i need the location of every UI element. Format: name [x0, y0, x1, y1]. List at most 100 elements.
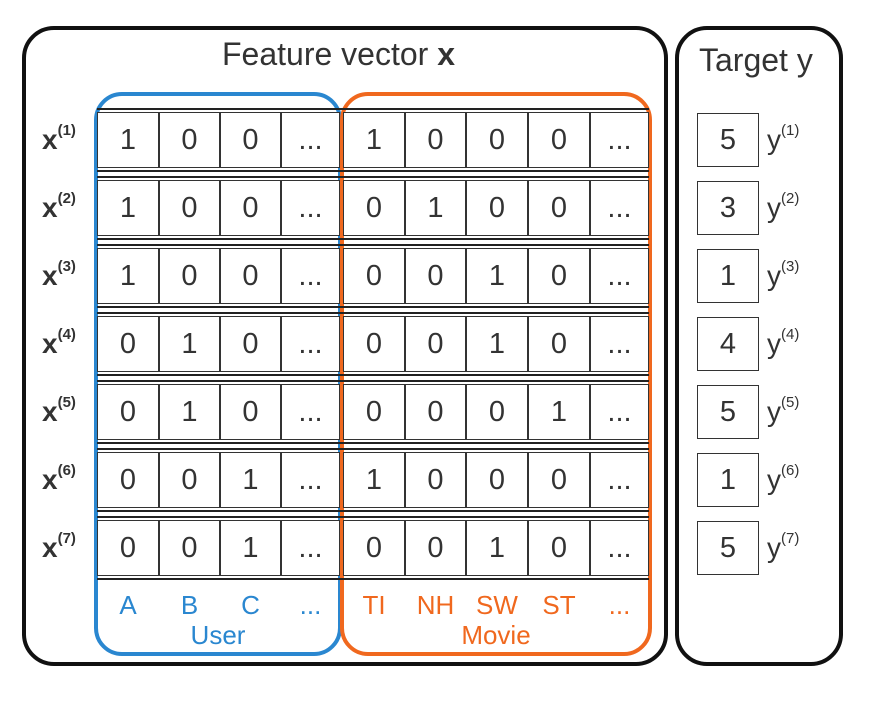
target-label-index: (4): [781, 325, 800, 343]
movie-cell: ...: [590, 316, 649, 372]
row-label-base: x: [42, 124, 58, 155]
row-label-index: (3): [57, 257, 76, 275]
target-label-base: y: [767, 260, 781, 291]
user-cell: ...: [281, 180, 340, 236]
movie-cell: ...: [590, 112, 649, 168]
user-column-label: A: [119, 590, 137, 620]
target-label: y(5): [767, 393, 800, 428]
user-cell: 0: [220, 180, 281, 236]
row-separator: [97, 448, 649, 450]
movie-cell: 0: [528, 112, 590, 168]
target-label-index: (2): [781, 189, 800, 207]
user-cell: ...: [281, 384, 340, 440]
row-label: x(7): [42, 529, 76, 564]
movie-cell: 0: [343, 520, 405, 576]
target-label: y(6): [767, 462, 799, 496]
user-cell: 0: [159, 520, 220, 576]
row-label-index: (7): [57, 529, 76, 547]
target-panel: [675, 26, 843, 666]
movie-cell: 0: [466, 384, 528, 440]
movie-cell: ...: [590, 248, 649, 304]
row-label-base: x: [42, 328, 58, 359]
movie-cell: 0: [528, 248, 590, 304]
user-cell: 0: [159, 180, 220, 236]
user-group-label: User: [190, 620, 246, 650]
row-label: x(1): [42, 122, 76, 156]
movie-cell: 0: [528, 180, 590, 236]
target-label: y(1): [767, 122, 799, 156]
movie-column-label: SW: [476, 590, 518, 620]
target-value: 4: [697, 317, 759, 371]
row-separator: [97, 306, 649, 308]
target-label-index: (5): [781, 393, 800, 411]
movie-cell: 0: [405, 520, 466, 576]
movie-cell: 0: [528, 316, 590, 372]
user-cell: 0: [97, 452, 159, 508]
row-label-index: (4): [57, 325, 76, 343]
user-cell: ...: [281, 520, 340, 576]
row-label-index: (6): [57, 461, 76, 479]
row-label-base: x: [42, 192, 58, 223]
row-label-base: x: [42, 260, 58, 291]
user-cell: 1: [159, 384, 220, 440]
movie-cell: 1: [466, 316, 528, 372]
row-label: x(2): [42, 189, 76, 224]
movie-cell: 1: [343, 452, 405, 508]
row-separator: [97, 380, 649, 382]
user-cell: 0: [220, 112, 281, 168]
user-column-label: B: [180, 590, 199, 620]
movie-cell: 0: [405, 384, 466, 440]
movie-cell: 0: [343, 384, 405, 440]
user-cell: ...: [281, 316, 340, 372]
row-label-base: x: [42, 532, 58, 563]
movie-cell: ...: [590, 384, 649, 440]
user-cell: 0: [220, 248, 281, 304]
row-label-base: x: [42, 464, 58, 495]
movie-cell: 0: [466, 112, 528, 168]
target-value: 5: [697, 113, 759, 167]
movie-cell: 0: [466, 180, 528, 236]
target-label-base: y: [767, 396, 781, 427]
target-label: y(2): [767, 189, 800, 224]
movie-cell: 0: [466, 452, 528, 508]
row-label: x(3): [42, 257, 76, 292]
user-cell: 0: [97, 520, 159, 576]
target-label: y(7): [767, 530, 799, 564]
row-separator: [97, 108, 649, 110]
movie-cell: 0: [405, 316, 466, 372]
movie-cell: ...: [590, 180, 649, 236]
row-separator: [97, 244, 649, 246]
row-separator: [97, 516, 649, 518]
target-label: y(4): [767, 325, 800, 360]
row-separator: [97, 238, 649, 240]
row-separator: [97, 176, 649, 178]
movie-cell: ...: [590, 452, 649, 508]
movie-column-label: ST: [542, 590, 576, 620]
user-cell: 1: [97, 180, 159, 236]
user-cell: 0: [97, 316, 159, 372]
user-cell: 1: [97, 112, 159, 168]
row-separator: [97, 312, 649, 314]
movie-cell: 0: [405, 112, 466, 168]
row-separator: [97, 510, 649, 512]
movie-cell: ...: [590, 520, 649, 576]
row-label: x(6): [42, 461, 76, 496]
movie-cell: 0: [343, 248, 405, 304]
user-cell: 1: [97, 248, 159, 304]
row-separator: [97, 170, 649, 172]
movie-cell: 1: [343, 112, 405, 168]
movie-cell: 0: [528, 452, 590, 508]
target-value: 3: [697, 181, 759, 235]
movie-cell: 1: [466, 248, 528, 304]
movie-cell: 0: [343, 180, 405, 236]
movie-cell: 0: [405, 248, 466, 304]
row-label: x(5): [42, 394, 76, 428]
movie-cell: 0: [405, 452, 466, 508]
user-column-label: C: [241, 590, 260, 620]
target-label-base: y: [767, 124, 781, 155]
user-column-label: ...: [299, 590, 322, 620]
row-label-index: (2): [57, 189, 76, 207]
user-cell: 1: [220, 452, 281, 508]
target-label: y(3): [767, 258, 799, 292]
movie-group-label: Movie: [461, 620, 531, 650]
